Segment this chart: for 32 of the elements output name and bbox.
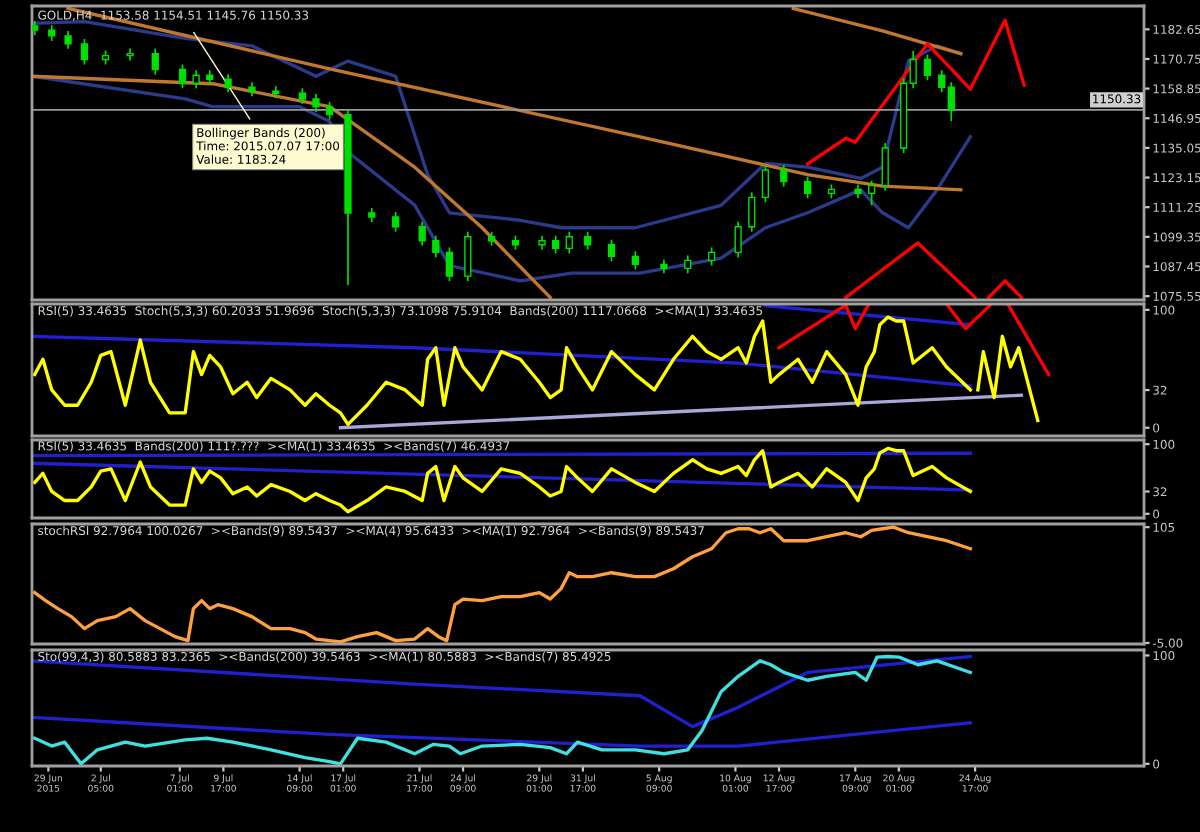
candlestick [748,191,756,233]
line-series [32,74,552,300]
candlestick [432,234,440,259]
candlestick [151,47,159,76]
line-series [777,304,871,350]
candlestick [272,85,280,100]
candlestick [867,179,876,207]
line-series [33,654,973,766]
line-series [976,334,1040,423]
candlestick [881,142,889,192]
candlestick [761,164,770,204]
line-series [33,315,973,426]
line-series [32,654,973,729]
candlestick [126,47,134,62]
candlestick [80,38,89,66]
candlestick [391,211,400,233]
candlestick [565,230,573,255]
line-series [32,20,963,230]
line-series [32,715,973,748]
candlestick [464,230,472,282]
line-series [805,18,1026,166]
candlestick [607,238,616,263]
candlestick [178,63,187,90]
candlestick [923,53,932,82]
candlestick [803,175,812,200]
line-series [32,334,973,388]
line-series [33,525,973,644]
candlestick [418,220,426,247]
line-series [32,74,973,283]
candlestick [780,164,788,188]
candlestick [734,220,742,259]
candlestick [445,246,454,282]
